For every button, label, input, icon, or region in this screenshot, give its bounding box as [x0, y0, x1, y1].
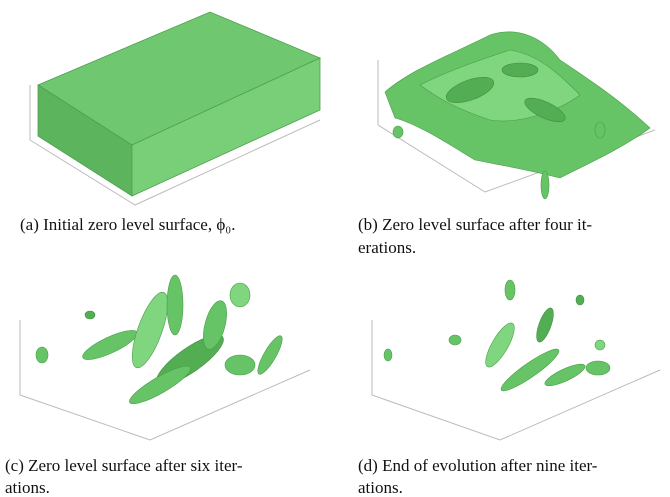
caption-label: (d) [358, 456, 378, 475]
caption-text: Initial zero level surface, ϕ₀. [43, 215, 235, 234]
caption-text: End of evolution after nine iter- [382, 456, 598, 475]
caption-text: ations. [5, 478, 50, 497]
caption: (a) Initial zero level surface, ϕ₀. [20, 215, 235, 234]
panel-c-image [20, 275, 310, 440]
caption-label: (c) [5, 456, 24, 475]
caption-text: erations. [358, 238, 416, 257]
panel-a-image [30, 12, 320, 205]
caption: (d) End of evolution after nine iter- [358, 456, 598, 475]
caption: (c) Zero level surface after six iter- [5, 456, 243, 475]
caption-label: (b) [358, 215, 378, 234]
caption-text: Zero level surface after four it- [382, 215, 592, 234]
figure: (a) Initial zero level surface, ϕ₀. (b) … [0, 0, 670, 497]
panel-b-image [378, 32, 655, 199]
caption: (b) Zero level surface after four it- [358, 215, 592, 234]
caption-label: (a) [20, 215, 39, 234]
panel-d-image [372, 280, 660, 440]
caption-text: Zero level surface after six iter- [28, 456, 243, 475]
caption-text: ations. [358, 478, 403, 497]
